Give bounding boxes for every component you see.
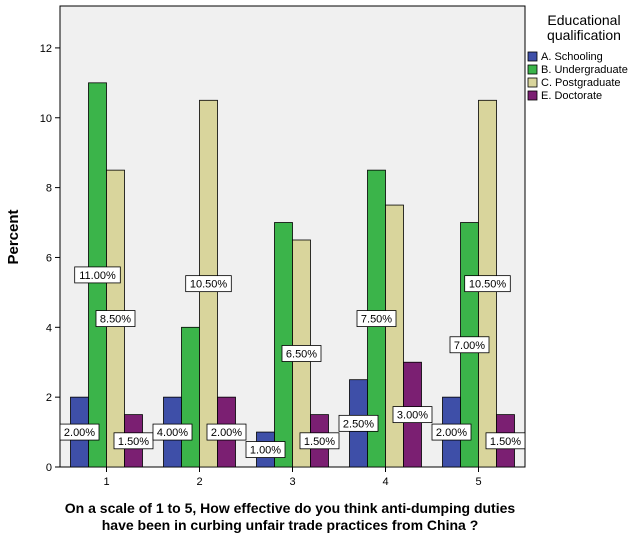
legend-swatch bbox=[527, 51, 538, 62]
y-tick-label: 0 bbox=[46, 462, 52, 474]
data-label-text: 4.00% bbox=[157, 427, 188, 439]
data-label: 11.00% bbox=[74, 266, 121, 284]
data-label-box bbox=[95, 310, 136, 327]
data-label-box bbox=[449, 336, 490, 354]
data-label-text: 7.00% bbox=[454, 340, 485, 352]
legend-swatch bbox=[527, 90, 538, 101]
data-label: 2.00% bbox=[59, 423, 100, 441]
data-label-text: 2.00% bbox=[64, 427, 95, 439]
data-label: 2.00% bbox=[206, 423, 247, 441]
data-label-box bbox=[59, 423, 100, 441]
data-label: 1.00% bbox=[245, 441, 286, 458]
legend-label: A. Schooling bbox=[541, 51, 603, 63]
data-label-box bbox=[113, 432, 154, 450]
x-tick-label: 1 bbox=[103, 476, 109, 488]
y-axis: 0 2 4 6 8 10 12 bbox=[40, 43, 60, 474]
data-label-box bbox=[338, 414, 379, 432]
data-label-box bbox=[299, 432, 340, 450]
data-label-box bbox=[485, 432, 526, 450]
data-label-text: 1.00% bbox=[250, 445, 281, 457]
data-label: 4.00% bbox=[152, 423, 193, 441]
data-label-text: 1.50% bbox=[304, 436, 335, 448]
data-label-text: 7.50% bbox=[361, 314, 392, 326]
data-label-text: 6.50% bbox=[286, 348, 317, 360]
data-label-box bbox=[464, 275, 511, 293]
data-label-text: 8.50% bbox=[100, 314, 131, 326]
y-tick-label: 10 bbox=[40, 113, 52, 125]
data-label: 3.00% bbox=[392, 406, 433, 424]
data-label: 10.50% bbox=[464, 275, 511, 293]
data-label-text: 1.50% bbox=[490, 436, 521, 448]
data-label-text: 3.00% bbox=[397, 410, 428, 422]
data-label-box bbox=[245, 441, 286, 458]
bar bbox=[181, 326, 200, 468]
bar bbox=[274, 222, 293, 468]
data-label-box bbox=[356, 310, 397, 327]
data-label-box bbox=[431, 423, 472, 441]
data-label: 2.00% bbox=[431, 423, 472, 441]
x-tick-label: 5 bbox=[475, 476, 481, 488]
y-tick-label: 4 bbox=[46, 322, 52, 334]
y-tick-label: 8 bbox=[46, 183, 52, 195]
data-label-text: 2.00% bbox=[211, 427, 242, 439]
data-label-box bbox=[185, 275, 232, 293]
y-axis-label: Percent bbox=[5, 209, 22, 264]
legend: Educational qualification A. SchoolingB. … bbox=[527, 12, 628, 102]
data-label-text: 10.50% bbox=[190, 279, 228, 291]
legend-swatch bbox=[527, 64, 538, 75]
data-label-text: 1.50% bbox=[118, 436, 149, 448]
legend-title: Educational qualification bbox=[547, 12, 621, 43]
data-label: 7.00% bbox=[449, 336, 490, 354]
data-label-text: 11.00% bbox=[79, 270, 116, 282]
data-label: 7.50% bbox=[356, 310, 397, 327]
data-label: 6.50% bbox=[281, 345, 322, 362]
legend-swatch bbox=[527, 77, 538, 88]
data-label-text: 10.50% bbox=[469, 279, 507, 291]
data-label-text: 2.50% bbox=[343, 418, 374, 430]
legend-label: E. Doctorate bbox=[541, 90, 602, 102]
y-tick-label: 2 bbox=[46, 392, 52, 404]
data-label: 1.50% bbox=[485, 432, 526, 450]
y-tick-label: 12 bbox=[40, 43, 52, 55]
data-label-text: 2.00% bbox=[436, 427, 467, 439]
x-tick-label: 4 bbox=[382, 476, 388, 488]
x-tick-label: 2 bbox=[196, 476, 202, 488]
data-label: 1.50% bbox=[113, 432, 154, 450]
x-tick-label: 3 bbox=[289, 476, 295, 488]
data-label-box bbox=[281, 345, 322, 362]
legend-label: B. Undergraduate bbox=[541, 64, 628, 76]
data-label-box bbox=[206, 423, 247, 441]
data-label: 8.50% bbox=[95, 310, 136, 327]
data-label-box bbox=[152, 423, 193, 441]
data-labels: 2.00% 11.00% 8.50% 1.50% 4.00% 10.50% 2.00% 1.0… bbox=[59, 266, 526, 458]
x-axis: 1 2 3 4 5 bbox=[103, 467, 482, 488]
data-label-box bbox=[392, 406, 433, 424]
data-label-box bbox=[74, 266, 121, 284]
y-tick-label: 6 bbox=[46, 252, 52, 264]
data-label: 10.50% bbox=[185, 275, 232, 293]
x-axis-label: On a scale of 1 to 5, How effective do y… bbox=[64, 500, 516, 533]
data-label: 1.50% bbox=[299, 432, 340, 450]
legend-label: C. Postgraduate bbox=[541, 77, 621, 89]
bar bbox=[385, 204, 404, 468]
data-label: 2.50% bbox=[338, 414, 379, 432]
